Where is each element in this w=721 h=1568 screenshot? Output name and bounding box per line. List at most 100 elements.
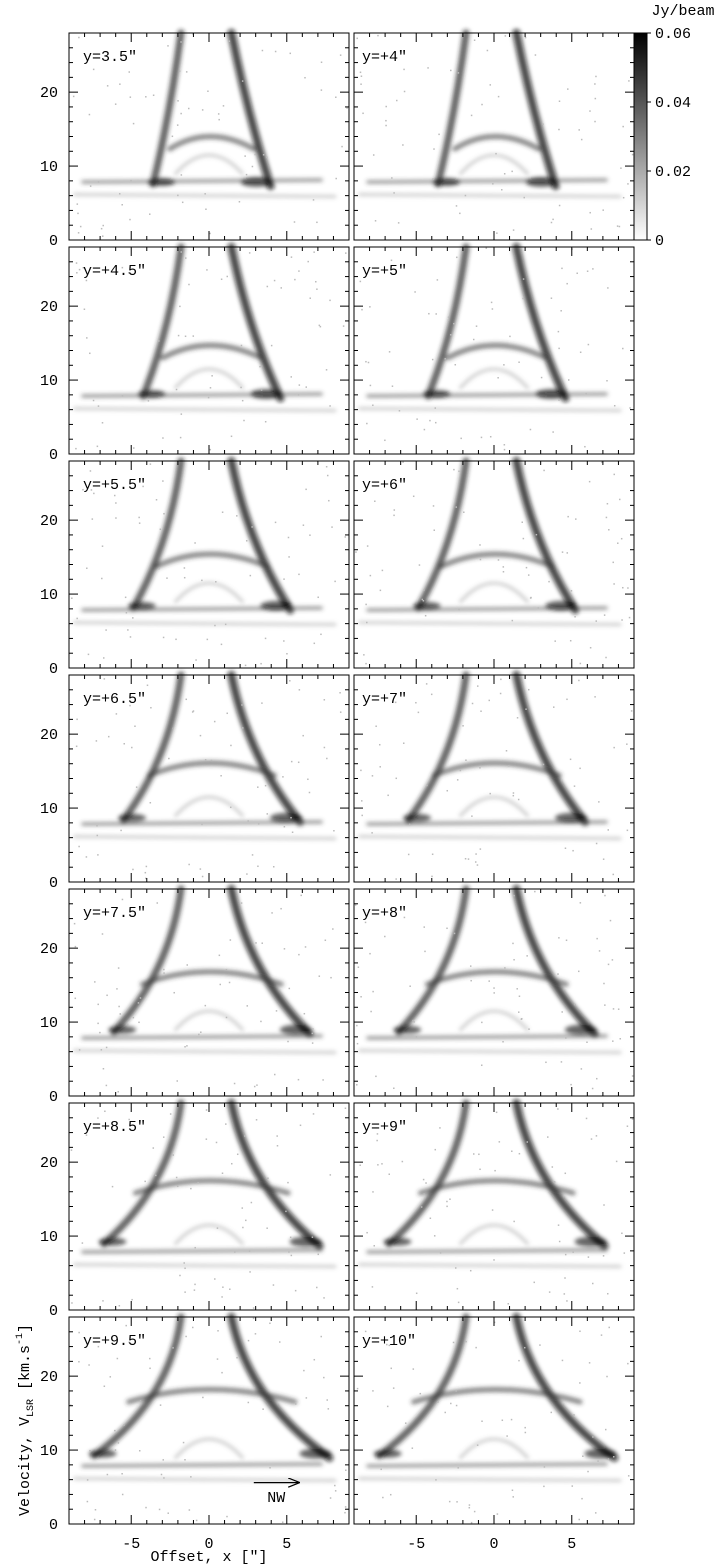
- noise-speckle: [206, 1138, 208, 1140]
- noise-speckle: [231, 436, 233, 438]
- noise-speckle: [251, 1202, 253, 1204]
- noise-speckle: [93, 400, 95, 402]
- noise-speckle: [490, 436, 492, 438]
- emission-band: [75, 836, 335, 838]
- noise-speckle: [183, 1442, 185, 1444]
- noise-speckle: [607, 503, 609, 505]
- noise-speckle: [455, 364, 457, 366]
- noise-speckle: [107, 1474, 109, 1476]
- noise-speckle: [244, 1135, 246, 1137]
- noise-speckle: [222, 511, 224, 513]
- noise-speckle: [493, 987, 495, 989]
- noise-speckle: [163, 1459, 165, 1461]
- noise-speckle: [465, 195, 467, 197]
- noise-speckle: [602, 209, 604, 211]
- noise-speckle: [430, 1218, 432, 1220]
- noise-speckle: [247, 820, 249, 822]
- figure: Jy/beam Offset, x [″] Velocity, VLSR [km…: [0, 0, 721, 1568]
- noise-speckle: [140, 1400, 142, 1402]
- noise-speckle: [388, 1173, 390, 1175]
- noise-speckle: [580, 902, 582, 904]
- panel: y=+4″: [354, 33, 634, 240]
- noise-speckle: [603, 983, 605, 985]
- noise-speckle: [522, 298, 524, 300]
- direction-label: NW: [267, 1490, 285, 1507]
- emission-band: [368, 394, 606, 396]
- noise-speckle: [256, 1084, 258, 1086]
- noise-speckle: [366, 423, 368, 425]
- noise-speckle: [244, 155, 246, 157]
- noise-speckle: [87, 1479, 89, 1481]
- noise-speckle: [253, 1318, 255, 1320]
- noise-speckle: [595, 620, 597, 622]
- noise-speckle: [222, 1286, 224, 1288]
- noise-speckle: [448, 316, 450, 318]
- noise-speckle: [177, 124, 179, 126]
- noise-speckle: [612, 1040, 614, 1042]
- noise-speckle: [543, 470, 545, 472]
- noise-speckle: [242, 400, 244, 402]
- noise-speckle: [276, 1135, 278, 1137]
- noise-speckle: [512, 943, 514, 945]
- emission-knot: [383, 1238, 411, 1246]
- noise-speckle: [130, 180, 132, 182]
- noise-speckle: [528, 574, 530, 576]
- noise-speckle: [627, 587, 629, 589]
- noise-speckle: [317, 597, 319, 599]
- noise-speckle: [263, 154, 265, 156]
- noise-speckle: [497, 1513, 499, 1515]
- noise-speckle: [112, 1186, 114, 1188]
- noise-speckle: [274, 1074, 276, 1076]
- noise-speckle: [613, 1008, 615, 1010]
- noise-speckle: [373, 154, 375, 156]
- noise-speckle: [479, 1169, 481, 1171]
- noise-speckle: [119, 83, 121, 85]
- noise-speckle: [624, 1252, 626, 1254]
- noise-speckle: [372, 1191, 374, 1193]
- noise-speckle: [578, 129, 580, 131]
- noise-speckle: [304, 1013, 306, 1015]
- noise-speckle: [511, 1151, 513, 1153]
- noise-speckle: [580, 663, 582, 665]
- noise-speckle: [192, 711, 194, 713]
- noise-speckle: [534, 1282, 536, 1284]
- noise-speckle: [439, 1127, 441, 1129]
- noise-speckle: [227, 276, 229, 278]
- noise-speckle: [122, 395, 124, 397]
- noise-speckle: [508, 765, 510, 767]
- noise-speckle: [344, 536, 346, 538]
- noise-speckle: [119, 1305, 121, 1307]
- noise-speckle: [387, 1406, 389, 1408]
- noise-speckle: [528, 1028, 530, 1030]
- noise-speckle: [567, 552, 569, 554]
- noise-speckle: [172, 1347, 174, 1349]
- noise-speckle: [194, 1289, 196, 1291]
- noise-speckle: [156, 499, 158, 501]
- noise-speckle: [433, 505, 435, 507]
- noise-speckle: [275, 51, 277, 53]
- noise-speckle: [564, 1277, 566, 1279]
- noise-speckle: [521, 1018, 523, 1020]
- x-tick-label: 0: [489, 1536, 498, 1553]
- noise-speckle: [313, 251, 315, 253]
- noise-speckle: [434, 529, 436, 531]
- noise-speckle: [560, 310, 562, 312]
- noise-speckle: [290, 817, 292, 819]
- noise-speckle: [591, 228, 593, 230]
- noise-speckle: [481, 437, 483, 439]
- noise-speckle: [356, 1084, 358, 1086]
- noise-speckle: [622, 587, 624, 589]
- noise-speckle: [75, 998, 77, 1000]
- noise-speckle: [125, 597, 127, 599]
- noise-speckle: [77, 203, 79, 205]
- noise-speckle: [357, 1043, 359, 1045]
- noise-speckle: [245, 1220, 247, 1222]
- noise-speckle: [176, 389, 178, 391]
- noise-speckle: [581, 1498, 583, 1500]
- noise-speckle: [458, 609, 460, 611]
- noise-speckle: [409, 824, 411, 826]
- noise-speckle: [423, 589, 425, 591]
- noise-speckle: [88, 1364, 90, 1366]
- noise-speckle: [371, 832, 373, 834]
- noise-speckle: [498, 96, 500, 98]
